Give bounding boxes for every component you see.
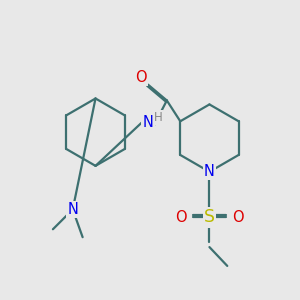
Text: N: N	[67, 202, 78, 217]
Text: O: O	[175, 210, 187, 225]
Text: O: O	[232, 210, 244, 225]
Text: S: S	[204, 208, 215, 226]
Text: H: H	[154, 111, 162, 124]
Text: N: N	[142, 115, 154, 130]
Text: O: O	[135, 70, 147, 85]
Text: N: N	[204, 164, 215, 179]
